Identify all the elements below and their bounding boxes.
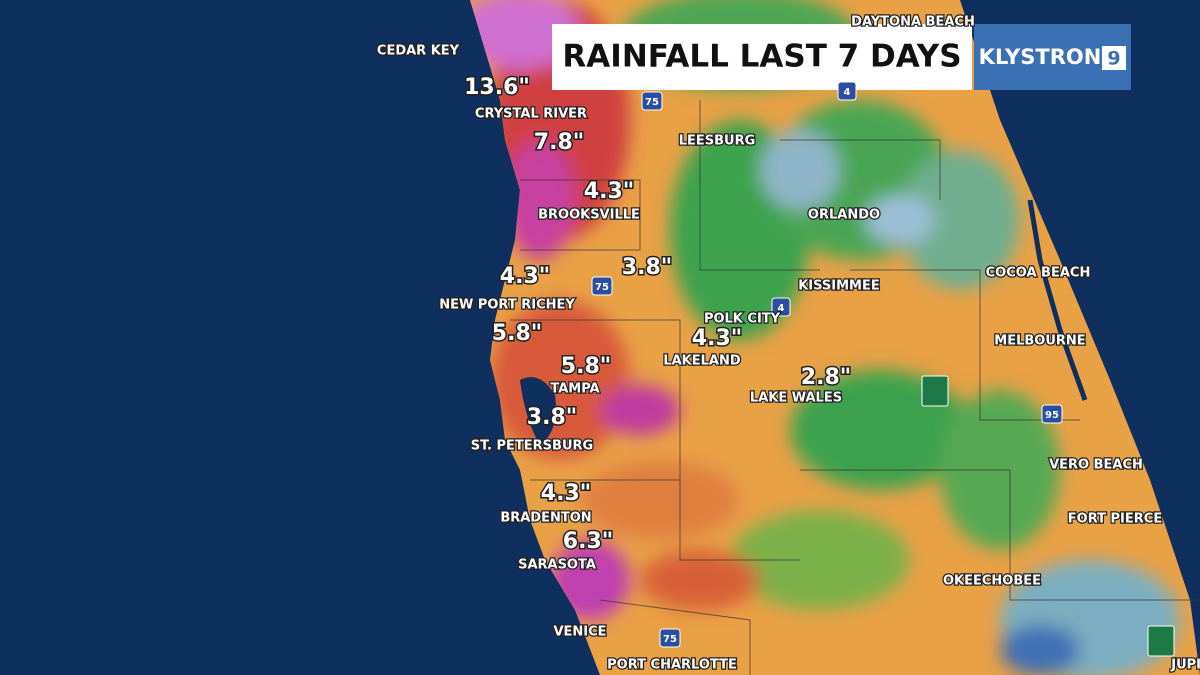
highway: 4 xyxy=(778,303,785,314)
city: FORT PIERCE xyxy=(1068,512,1162,527)
brand-badge xyxy=(1102,46,1126,70)
rainfall-total: 4.3" xyxy=(500,264,550,289)
rainfall-total: 4.3" xyxy=(692,326,742,351)
city: BRADENTON xyxy=(500,511,591,526)
city: VERO BEACH xyxy=(1049,458,1143,473)
highway: 75 xyxy=(645,97,659,108)
rainfall-total: 5.8" xyxy=(561,354,611,379)
highway-shields: 75 75 75 4 4 95 xyxy=(591,81,1175,657)
city: MELBOURNE xyxy=(994,334,1085,349)
shield xyxy=(641,91,663,111)
rainfall-labels: 13.6" 7.8" 4.3" 3.8" 4.3" 5.8" 4.3" 5.8"… xyxy=(463,74,853,556)
county-lines xyxy=(510,100,1200,675)
title: RAINFALL LAST 7 DAYS xyxy=(562,39,961,75)
brand: KLYSTRON xyxy=(979,45,1102,69)
city: CEDAR KEY xyxy=(377,44,460,59)
city: POLK CITY xyxy=(704,312,781,327)
city: TAMPA xyxy=(550,382,599,397)
city: ST. PETERSBURG xyxy=(471,439,593,454)
city: LAKE WALES xyxy=(750,391,842,406)
highway: 95 xyxy=(1045,410,1059,421)
rainfall-total: 3.8" xyxy=(527,405,577,430)
shield xyxy=(591,276,613,296)
rainfall-total: 7.8" xyxy=(534,130,584,155)
rainfall-total: 6.3" xyxy=(563,529,613,554)
turnpike-sign xyxy=(1147,625,1175,657)
shield xyxy=(659,628,681,648)
city: OKEECHOBEE xyxy=(943,574,1041,589)
highway: 75 xyxy=(595,282,609,293)
city: JUPITER xyxy=(1170,658,1200,673)
city: LAKELAND xyxy=(663,354,741,369)
city-labels: CEDAR KEY DAYTONA BEACH CRYSTAL RIVER LE… xyxy=(376,13,1200,674)
indian-river xyxy=(1027,199,1088,401)
city: SARASOTA xyxy=(518,558,596,573)
brand-number: 9 xyxy=(1107,48,1120,70)
city: VENICE xyxy=(553,625,606,640)
shield xyxy=(771,297,791,317)
city: CRYSTAL RIVER xyxy=(475,107,587,122)
rainfall-total: 4.3" xyxy=(584,179,634,204)
city: LEESBURG xyxy=(679,134,756,149)
city: DAYTONA BEACH xyxy=(851,15,975,30)
city: BROOKSVILLE xyxy=(538,208,640,223)
turnpike-sign xyxy=(921,375,949,407)
tampa-bay xyxy=(520,377,556,445)
shield xyxy=(1041,404,1063,424)
highway: 4 xyxy=(844,87,851,98)
highway: 75 xyxy=(663,634,677,645)
title-box xyxy=(552,24,972,90)
rainfall-total: 5.8" xyxy=(492,321,542,346)
city: PORT CHARLOTTE xyxy=(607,658,737,673)
rainfall-total: 2.8" xyxy=(801,365,851,390)
shield xyxy=(837,81,857,101)
city: COCOA BEACH xyxy=(986,266,1091,281)
city: NEW PORT RICHEY xyxy=(439,298,575,313)
rainfall-total: 13.6" xyxy=(464,75,530,100)
city: ORLANDO xyxy=(808,208,880,223)
city: KISSIMMEE xyxy=(798,279,880,294)
rainfall-total: 4.3" xyxy=(541,481,591,506)
rainfall-total: 3.8" xyxy=(622,255,672,280)
